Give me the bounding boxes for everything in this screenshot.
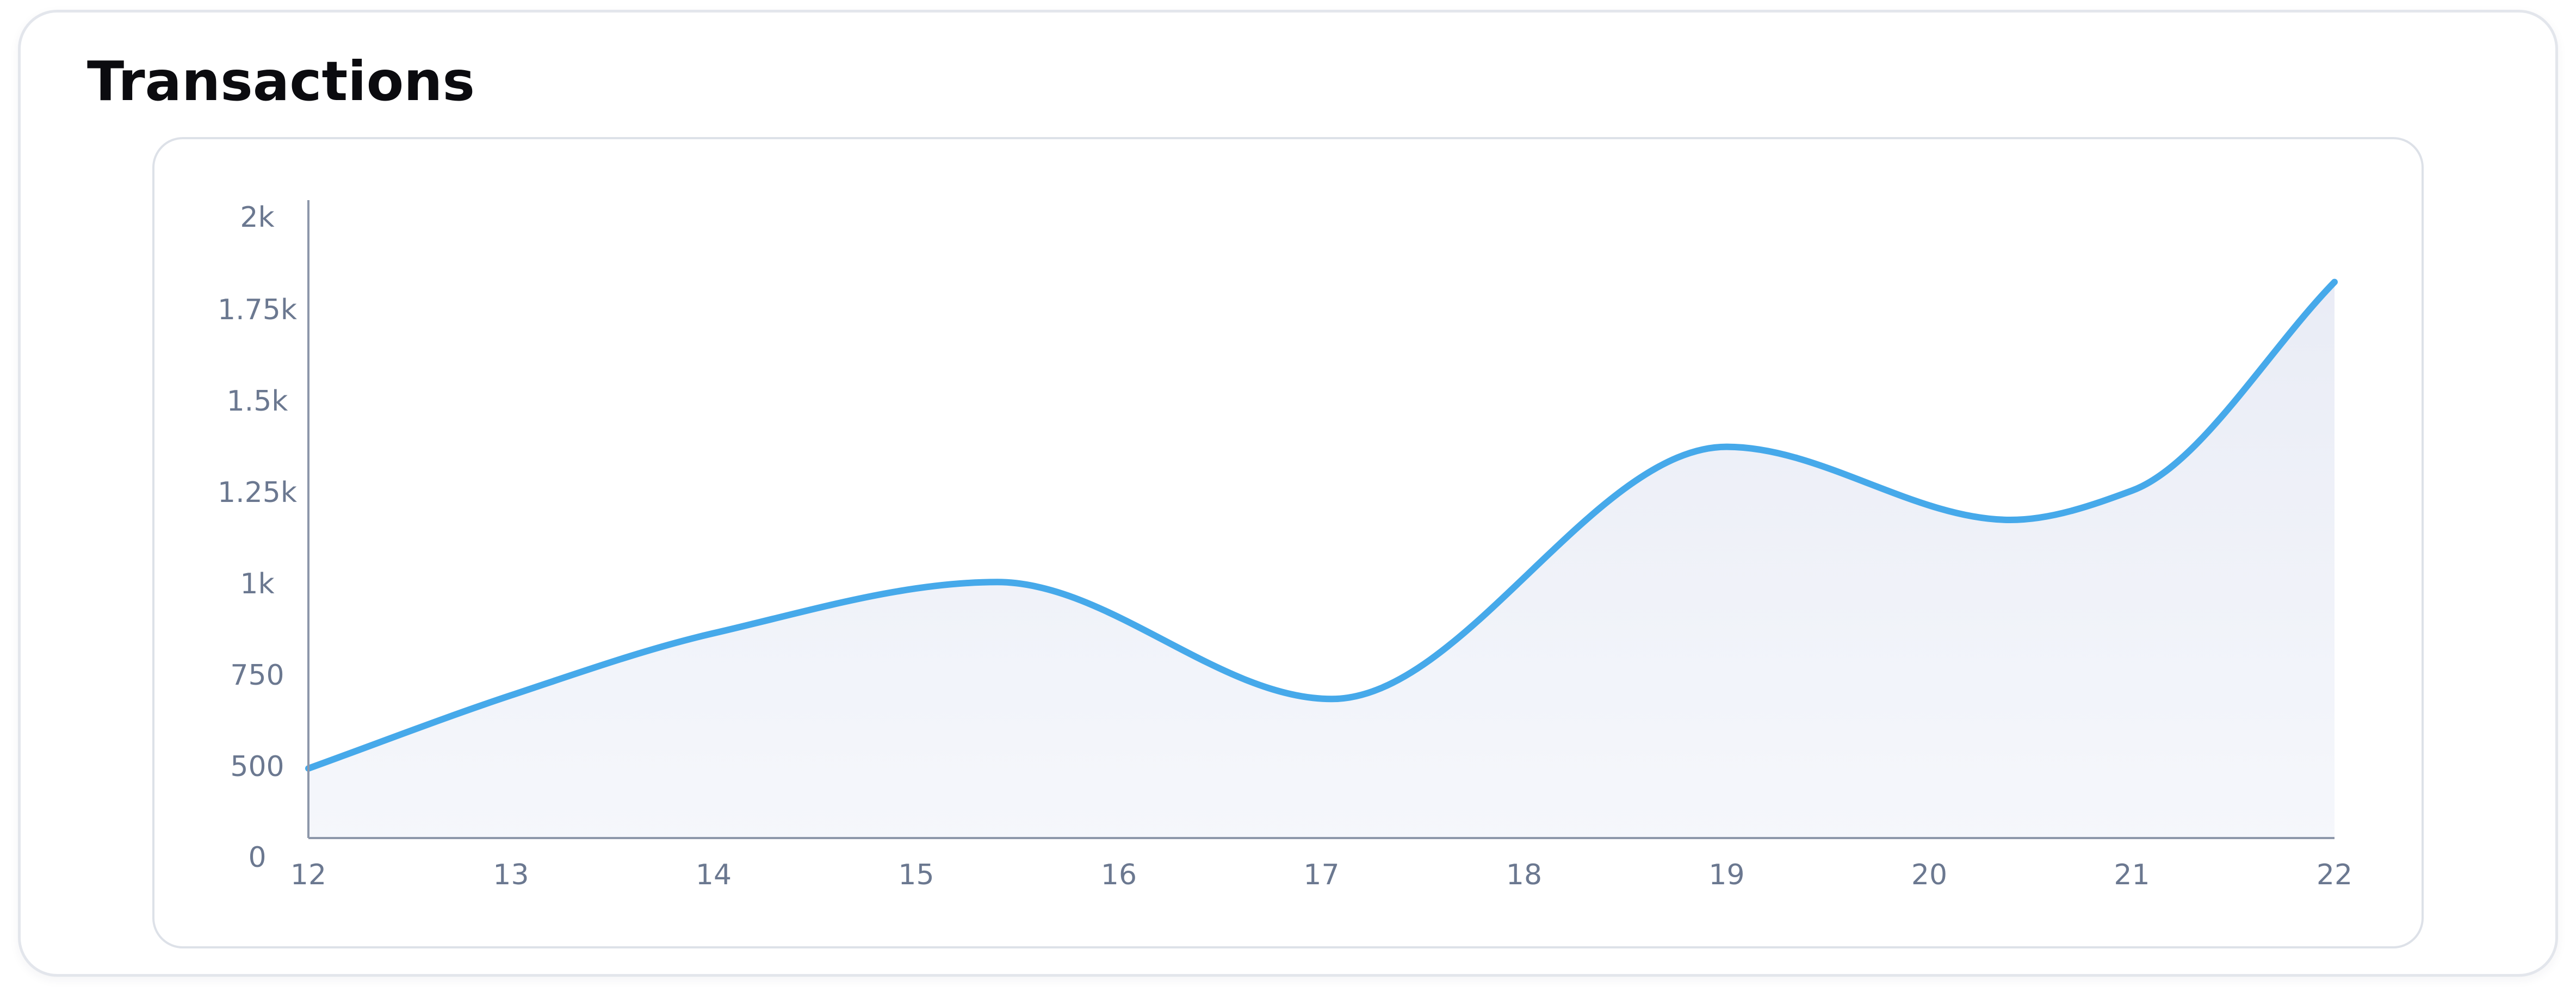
x-tick-label: 20 — [1911, 859, 1947, 891]
area-fill — [308, 282, 2334, 838]
y-tick-label: 1.75k — [218, 294, 297, 326]
y-tick-label: 500 — [230, 750, 284, 783]
x-tick-label: 18 — [1506, 859, 1542, 891]
y-tick-label: 2k — [240, 201, 274, 234]
x-tick-label: 22 — [2317, 859, 2352, 891]
y-tick-label: 750 — [230, 659, 284, 692]
y-axis-ticks: 0 500 750 1k 1.25k 1.5k 1.75k 2k — [218, 201, 297, 874]
x-tick-label: 12 — [290, 859, 326, 891]
x-tick-label: 19 — [1708, 859, 1744, 891]
series-line — [305, 278, 2338, 772]
card-title: Transactions — [87, 49, 475, 113]
x-tick-label: 21 — [2114, 859, 2150, 891]
x-tick-label: 13 — [493, 859, 529, 891]
x-axis-ticks: 12 13 14 15 16 17 18 19 20 21 22 — [290, 859, 2352, 891]
x-tick-label: 14 — [696, 859, 732, 891]
y-tick-label: 0 — [248, 841, 266, 874]
y-tick-label: 1.5k — [227, 385, 288, 418]
y-tick-label: 1.25k — [218, 476, 297, 509]
y-tick-label: 1k — [240, 568, 274, 600]
x-tick-label: 16 — [1101, 859, 1137, 891]
x-tick-label: 17 — [1303, 859, 1339, 891]
x-tick-label: 15 — [898, 859, 934, 891]
